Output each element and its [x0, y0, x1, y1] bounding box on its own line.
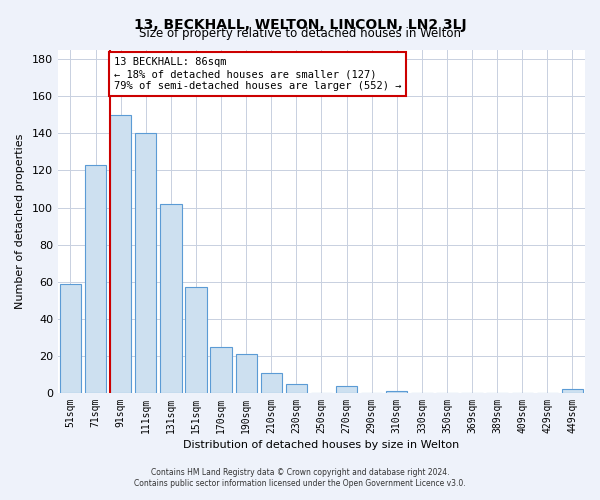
Bar — [185, 288, 206, 393]
X-axis label: Distribution of detached houses by size in Welton: Distribution of detached houses by size … — [184, 440, 460, 450]
Bar — [562, 389, 583, 393]
Bar — [286, 384, 307, 393]
Bar — [336, 386, 357, 393]
Bar — [260, 372, 282, 393]
Bar — [160, 204, 182, 393]
Text: Size of property relative to detached houses in Welton: Size of property relative to detached ho… — [139, 28, 461, 40]
Text: 13 BECKHALL: 86sqm
← 18% of detached houses are smaller (127)
79% of semi-detach: 13 BECKHALL: 86sqm ← 18% of detached hou… — [114, 58, 401, 90]
Bar — [211, 346, 232, 393]
Y-axis label: Number of detached properties: Number of detached properties — [15, 134, 25, 309]
Bar — [60, 284, 81, 393]
Bar — [135, 134, 157, 393]
Bar — [236, 354, 257, 393]
Bar — [85, 165, 106, 393]
Bar — [110, 115, 131, 393]
Text: Contains HM Land Registry data © Crown copyright and database right 2024.
Contai: Contains HM Land Registry data © Crown c… — [134, 468, 466, 487]
Text: 13, BECKHALL, WELTON, LINCOLN, LN2 3LJ: 13, BECKHALL, WELTON, LINCOLN, LN2 3LJ — [134, 18, 466, 32]
Bar — [386, 391, 407, 393]
